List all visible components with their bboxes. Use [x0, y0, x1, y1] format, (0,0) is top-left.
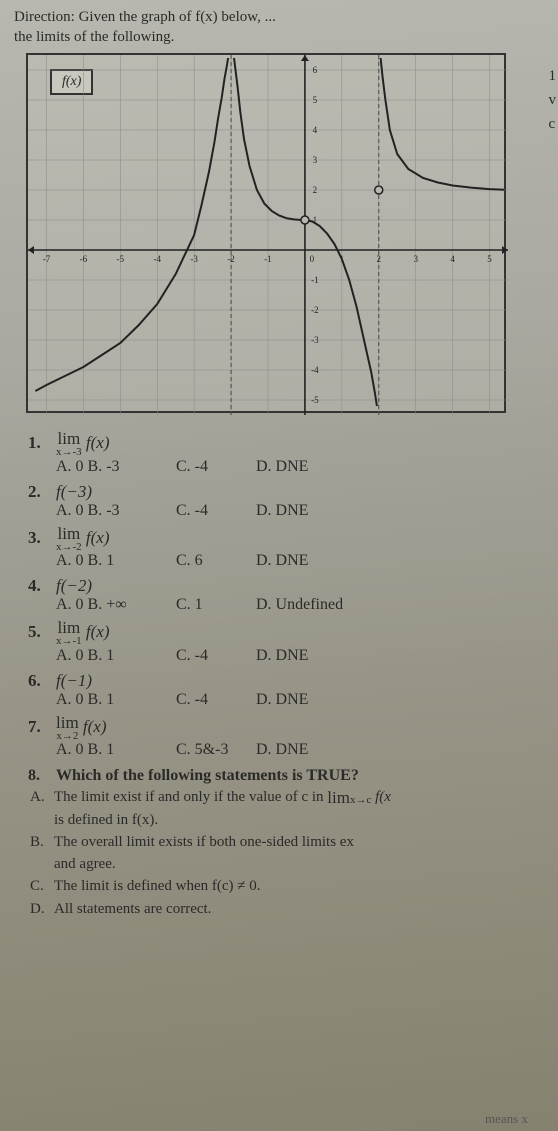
opt-ab: A. 0 B. -3 [56, 502, 176, 520]
svg-text:-1: -1 [311, 275, 319, 285]
q-num: 8. [28, 767, 56, 785]
opt-ab: A. 0 B. 1 [56, 647, 176, 665]
opt-c: C. -4 [176, 502, 256, 520]
svg-text:2: 2 [313, 185, 318, 195]
cutoff-c: c [549, 112, 557, 136]
svg-text:-4: -4 [311, 365, 319, 375]
opt-d: D. DNE [256, 552, 396, 570]
questions-list: 1.limx→-3 f(x)A. 0 B. -3C. -4D. DNE2.f(−… [28, 431, 544, 919]
q8-opt-A-cont: is defined in f(x). [30, 810, 544, 830]
opt-d: D. DNE [256, 458, 396, 476]
question-5: 5.limx→-1 f(x)A. 0 B. 1C. -4D. DNE [28, 620, 544, 665]
q-expr: limx→-1 f(x) [56, 620, 110, 647]
svg-text:0: 0 [310, 254, 315, 264]
question-4: 4.f(−2)A. 0 B. +∞C. 1D. Undefined [28, 576, 544, 614]
question-1: 1.limx→-3 f(x)A. 0 B. -3C. -4D. DNE [28, 431, 544, 476]
svg-text:5: 5 [487, 254, 492, 264]
opt-c: C. 5&-3 [176, 741, 256, 759]
opt-ab: A. 0 B. -3 [56, 458, 176, 476]
opt-ab: A. 0 B. +∞ [56, 596, 176, 614]
direction-line1: Direction: Given the graph of f(x) below… [14, 9, 276, 25]
svg-text:3: 3 [413, 254, 418, 264]
svg-text:-3: -3 [311, 335, 319, 345]
svg-text:-5: -5 [117, 254, 125, 264]
question-3: 3.limx→-2 f(x)A. 0 B. 1C. 6D. DNE [28, 526, 544, 571]
q-expr: f(−3) [56, 482, 92, 502]
cutoff-text: 1 v c [549, 64, 557, 136]
q-num: 3. [28, 528, 56, 548]
q8-opt-D: D.All statements are correct. [30, 899, 544, 919]
svg-text:-2: -2 [311, 305, 319, 315]
opt-d: D. DNE [256, 647, 396, 665]
opt-c: C. -4 [176, 647, 256, 665]
opt-d: D. DNE [256, 502, 396, 520]
svg-text:-1: -1 [264, 254, 272, 264]
q-expr: limx→-3 f(x) [56, 431, 110, 458]
opt-d: D. DNE [256, 741, 396, 759]
svg-text:-6: -6 [80, 254, 88, 264]
opt-ab: A. 0 B. 1 [56, 552, 176, 570]
svg-text:-3: -3 [190, 254, 198, 264]
bottom-text: means x [485, 1111, 528, 1127]
q8-opt-C: C.The limit is defined when f(c) ≠ 0. [30, 876, 544, 896]
graph-container: f(x) -7-6-5-4-3-2-112345-5-4-3-2-1123456… [26, 53, 506, 413]
svg-text:-4: -4 [153, 254, 161, 264]
question-2: 2.f(−3)A. 0 B. -3C. -4D. DNE [28, 482, 544, 520]
svg-text:-7: -7 [43, 254, 51, 264]
direction-line2: the limits of the following. [14, 29, 174, 45]
svg-text:4: 4 [313, 125, 318, 135]
opt-ab: A. 0 B. 1 [56, 741, 176, 759]
question-6: 6.f(−1)A. 0 B. 1C. -4D. DNE [28, 671, 544, 709]
cutoff-v: v [549, 88, 557, 112]
opt-c: C. 6 [176, 552, 256, 570]
q-num: 4. [28, 576, 56, 596]
svg-text:5: 5 [313, 95, 318, 105]
opt-c: C. 1 [176, 596, 256, 614]
q8-opt-B-cont: and agree. [30, 854, 544, 874]
opt-c: C. -4 [176, 691, 256, 709]
svg-text:4: 4 [450, 254, 455, 264]
q-expr: f(−2) [56, 576, 92, 596]
q-expr: limx→-2 f(x) [56, 526, 110, 553]
svg-text:6: 6 [313, 65, 318, 75]
svg-text:3: 3 [313, 155, 318, 165]
q-num: 1. [28, 433, 56, 453]
svg-text:-5: -5 [311, 395, 319, 405]
opt-c: C. -4 [176, 458, 256, 476]
q-num: 2. [28, 482, 56, 502]
opt-ab: A. 0 B. 1 [56, 691, 176, 709]
q8-opt-A: A.The limit exist if and only if the val… [30, 787, 544, 807]
q8-stem: Which of the following statements is TRU… [56, 767, 359, 785]
q-num: 7. [28, 717, 56, 737]
q8-opt-B: B.The overall limit exists if both one-s… [30, 832, 544, 852]
q-expr: limx→2 f(x) [56, 715, 107, 742]
graph-plot: -7-6-5-4-3-2-112345-5-4-3-2-11234560 [28, 55, 508, 415]
question-8: 8.Which of the following statements is T… [28, 767, 544, 919]
cutoff-1: 1 [549, 64, 557, 88]
question-7: 7.limx→2 f(x)A. 0 B. 1C. 5&-3D. DNE [28, 715, 544, 760]
q-num: 5. [28, 622, 56, 642]
opt-d: D. DNE [256, 691, 396, 709]
opt-d: D. Undefined [256, 596, 396, 614]
q-expr: f(−1) [56, 671, 92, 691]
q-num: 6. [28, 671, 56, 691]
